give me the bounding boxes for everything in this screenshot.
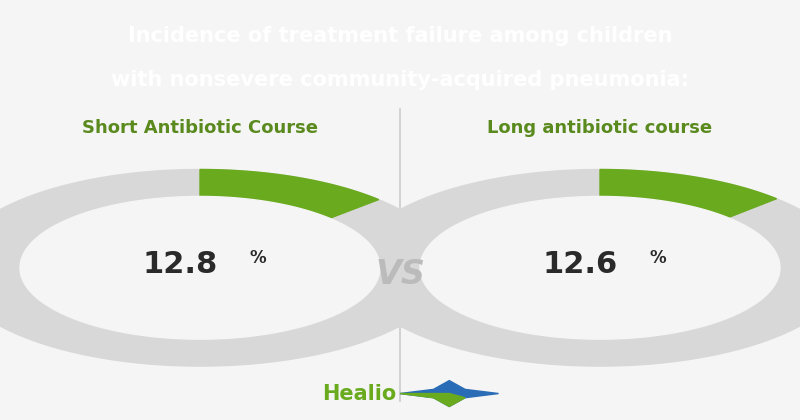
Polygon shape [400,394,465,407]
Polygon shape [0,170,448,366]
Text: VS: VS [375,257,425,291]
Text: 12.8: 12.8 [142,250,218,279]
Polygon shape [600,170,777,218]
Polygon shape [200,170,378,218]
Polygon shape [420,197,780,339]
Text: Short Antibiotic Course: Short Antibiotic Course [82,119,318,137]
Polygon shape [400,381,498,407]
Polygon shape [20,197,380,339]
Text: Incidence of treatment failure among children: Incidence of treatment failure among chi… [128,26,672,46]
Text: Healio: Healio [322,383,397,404]
Text: %: % [650,249,666,267]
Text: Long antibiotic course: Long antibiotic course [487,119,713,137]
Polygon shape [352,170,800,366]
Text: %: % [250,249,266,267]
Text: 12.6: 12.6 [542,250,618,279]
Text: with nonsevere community-acquired pneumonia:: with nonsevere community-acquired pneumo… [111,70,689,90]
